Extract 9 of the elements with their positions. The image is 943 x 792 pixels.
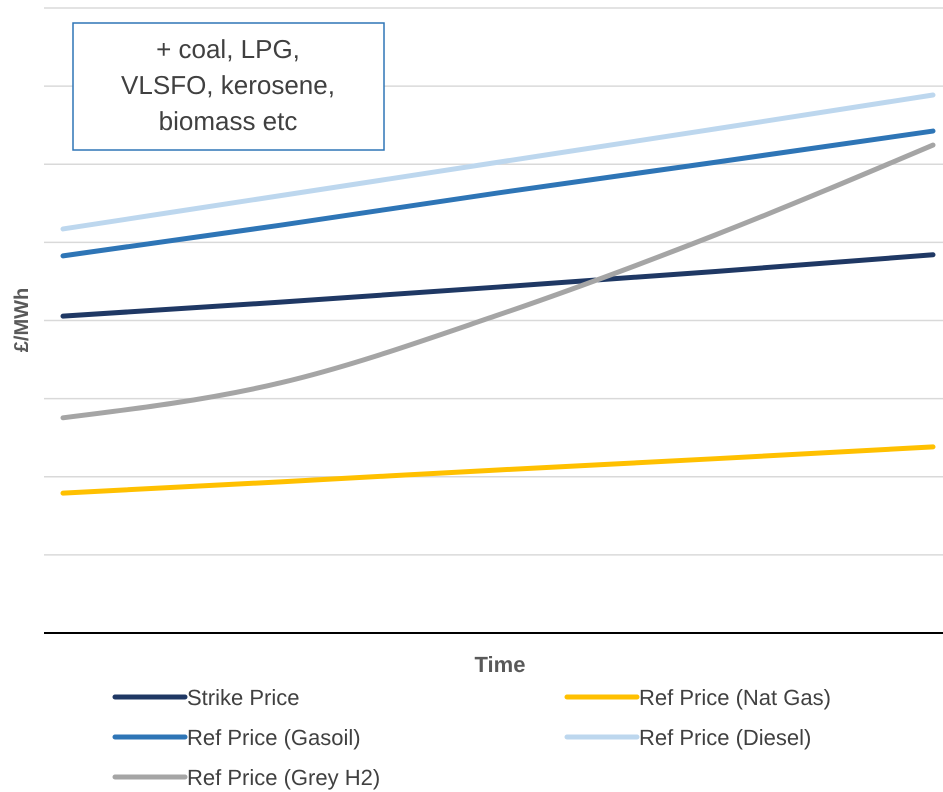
legend-label: Ref Price (Nat Gas): [639, 685, 831, 710]
text-box: + coal, LPG, VLSFO, kerosene, biomass etc: [72, 22, 385, 151]
legend-label: Ref Price (Gasoil): [187, 725, 361, 750]
y-axis-title: £/MWh: [11, 288, 33, 352]
annotation: + coal, LPG, VLSFO, kerosene, biomass etc: [121, 34, 335, 136]
legend-label: Ref Price (Grey H2): [187, 765, 380, 790]
x-axis-title: Time: [474, 652, 526, 677]
legend-label: Strike Price: [187, 685, 300, 710]
legend-label: Ref Price (Diesel): [639, 725, 812, 750]
